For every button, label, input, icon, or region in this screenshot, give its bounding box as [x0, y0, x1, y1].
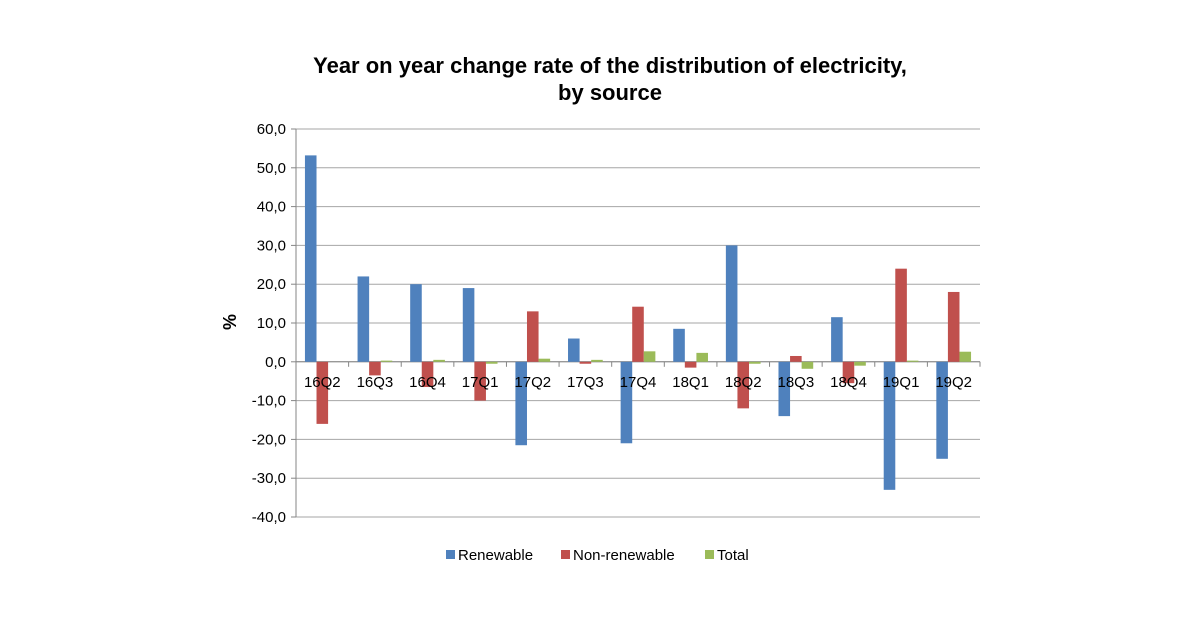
bar-total-18q1: [696, 352, 708, 362]
bar-total-17q4: [643, 351, 656, 362]
bar-non-renewable-19q2: [947, 291, 960, 362]
y-tick-label: 30,0: [257, 237, 286, 254]
bar-total-18q4: [854, 361, 866, 366]
bar-total-19q1: [906, 360, 919, 362]
x-tick-layer: 16Q2 16Q3 16Q4 17Q1 17Q2 17Q3 17Q4 18Q1 18Q2 18Q3…: [304, 374, 972, 391]
legend-label: Non-renewable: [573, 547, 675, 564]
bar-non-renewable-17q1: [474, 361, 486, 401]
bar-renewable-19q1: [883, 361, 896, 490]
bar-total-19q2: [959, 351, 972, 362]
x-tick-label: 16Q4: [409, 374, 446, 391]
legend-layer: Renewable Non-renewable Total: [446, 547, 749, 564]
bar-non-renewable-17q2: [526, 311, 539, 362]
chart-title-line-2: by source: [558, 80, 662, 105]
bar-non-renewable-18q3: [790, 355, 802, 362]
bar-non-renewable-19q1: [895, 268, 907, 362]
bar-total-17q2: [538, 358, 551, 362]
bar-non-renewable-16q2: [316, 361, 329, 424]
bar-total-17q3: [591, 359, 603, 362]
legend-swatch: [705, 550, 714, 559]
bar-renewable-17q2: [515, 361, 527, 446]
y-tick-label: -20,0: [252, 431, 286, 448]
bar-renewable-16q2: [304, 155, 317, 362]
bar-renewable-18q4: [831, 317, 843, 362]
x-tick-label: 17Q3: [567, 374, 604, 391]
y-tick-label: -10,0: [252, 393, 286, 410]
bar-non-renewable-17q3: [579, 361, 592, 364]
bar-total-18q3: [801, 361, 814, 369]
x-tick-label: 19Q1: [883, 374, 920, 391]
x-tick-label: 18Q3: [777, 374, 814, 391]
y-tick-label: 10,0: [257, 315, 286, 332]
bar-total-16q4: [433, 359, 445, 362]
x-tick-label: 17Q4: [620, 374, 657, 391]
x-tick-label: 17Q1: [462, 374, 499, 391]
y-tick-label: 60,0: [257, 121, 286, 138]
axis-layer: 60,0 50,0 40,0 30,0 20,0 10,0 0,0 -10,0 -20,0 -30…: [252, 121, 981, 526]
x-tick-label: 17Q2: [514, 374, 551, 391]
legend-label: Total: [717, 547, 749, 564]
bar-renewable-18q2: [725, 245, 738, 362]
y-tick-label: -30,0: [252, 470, 286, 487]
bar-non-renewable-18q4: [842, 361, 855, 384]
bar-total-16q3: [380, 360, 393, 362]
bar-renewable-16q4: [410, 284, 422, 362]
bar-renewable-17q3: [568, 338, 580, 362]
y-tick-label: -40,0: [252, 509, 286, 526]
bar-layer: [304, 155, 972, 490]
bar-renewable-18q3: [778, 361, 791, 417]
bar-renewable-18q1: [673, 328, 685, 362]
bar-renewable-17q1: [462, 288, 475, 362]
legend-swatch: [446, 550, 455, 559]
bar-non-renewable-16q3: [369, 361, 381, 376]
chart-title-line-1: Year on year change rate of the distribu…: [313, 53, 907, 78]
bar-non-renewable-18q1: [684, 361, 697, 368]
chart-title: Year on year change rate of the distribu…: [180, 52, 1040, 106]
bar-total-18q2: [749, 361, 761, 364]
bar-renewable-16q3: [357, 276, 370, 362]
x-tick-label: 16Q3: [357, 374, 394, 391]
y-tick-label: 50,0: [257, 160, 286, 177]
bar-total-17q1: [485, 361, 498, 364]
y-tick-label: 20,0: [257, 276, 286, 293]
bar-non-renewable-18q2: [737, 361, 750, 409]
legend-label: Renewable: [458, 547, 533, 564]
bar-renewable-17q4: [620, 361, 633, 444]
y-tick-label: 40,0: [257, 199, 286, 216]
x-tick-label: 19Q2: [935, 374, 972, 391]
bar-non-renewable-17q4: [632, 306, 644, 362]
x-tick-label: 18Q2: [725, 374, 762, 391]
x-tick-label: 16Q2: [304, 374, 341, 391]
bar-non-renewable-16q4: [421, 361, 434, 388]
bar-renewable-19q2: [936, 361, 948, 459]
y-tick-label: 0,0: [265, 354, 286, 371]
legend-swatch: [561, 550, 570, 559]
x-tick-label: 18Q4: [830, 374, 867, 391]
x-tick-label: 18Q1: [672, 374, 709, 391]
y-axis-label: %: [220, 314, 240, 330]
